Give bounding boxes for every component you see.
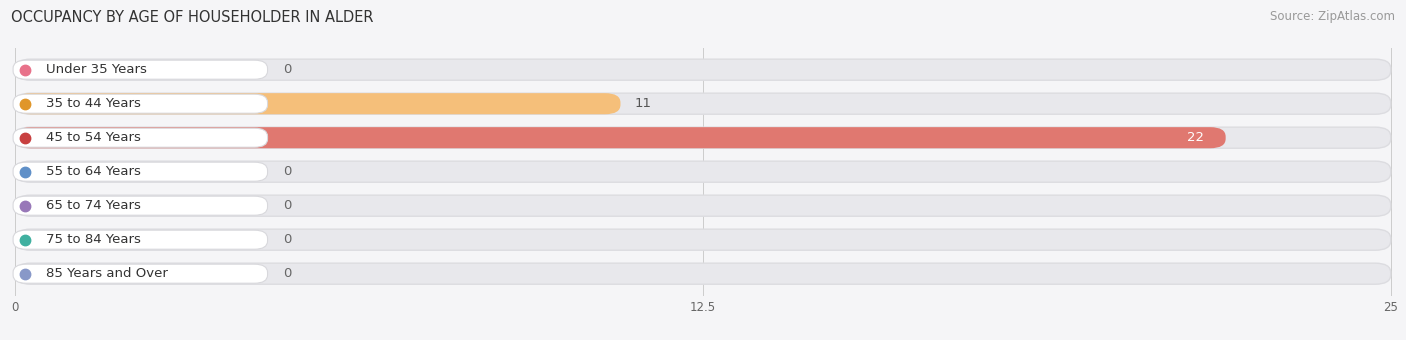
FancyBboxPatch shape xyxy=(13,94,267,113)
Text: 0: 0 xyxy=(284,199,292,212)
Text: 0: 0 xyxy=(284,267,292,280)
Text: 0: 0 xyxy=(284,165,292,178)
Text: 75 to 84 Years: 75 to 84 Years xyxy=(46,233,141,246)
FancyBboxPatch shape xyxy=(13,264,267,283)
FancyBboxPatch shape xyxy=(13,60,267,79)
FancyBboxPatch shape xyxy=(13,162,267,181)
Text: 22: 22 xyxy=(1187,131,1204,144)
FancyBboxPatch shape xyxy=(15,263,1391,284)
FancyBboxPatch shape xyxy=(15,59,1391,80)
Text: 55 to 64 Years: 55 to 64 Years xyxy=(46,165,141,178)
FancyBboxPatch shape xyxy=(13,230,267,249)
Text: Under 35 Years: Under 35 Years xyxy=(46,63,148,76)
FancyBboxPatch shape xyxy=(15,229,1391,250)
Text: 0: 0 xyxy=(284,233,292,246)
FancyBboxPatch shape xyxy=(15,195,1391,216)
FancyBboxPatch shape xyxy=(15,127,1391,148)
FancyBboxPatch shape xyxy=(15,161,1391,182)
Text: 85 Years and Over: 85 Years and Over xyxy=(46,267,167,280)
FancyBboxPatch shape xyxy=(13,196,267,215)
FancyBboxPatch shape xyxy=(15,127,1226,148)
Text: 11: 11 xyxy=(634,97,651,110)
FancyBboxPatch shape xyxy=(15,93,1391,114)
Text: 65 to 74 Years: 65 to 74 Years xyxy=(46,199,141,212)
Text: Source: ZipAtlas.com: Source: ZipAtlas.com xyxy=(1270,10,1395,23)
Text: 0: 0 xyxy=(284,63,292,76)
Text: OCCUPANCY BY AGE OF HOUSEHOLDER IN ALDER: OCCUPANCY BY AGE OF HOUSEHOLDER IN ALDER xyxy=(11,10,374,25)
FancyBboxPatch shape xyxy=(15,93,620,114)
Text: 35 to 44 Years: 35 to 44 Years xyxy=(46,97,141,110)
Text: 45 to 54 Years: 45 to 54 Years xyxy=(46,131,141,144)
FancyBboxPatch shape xyxy=(13,128,267,147)
